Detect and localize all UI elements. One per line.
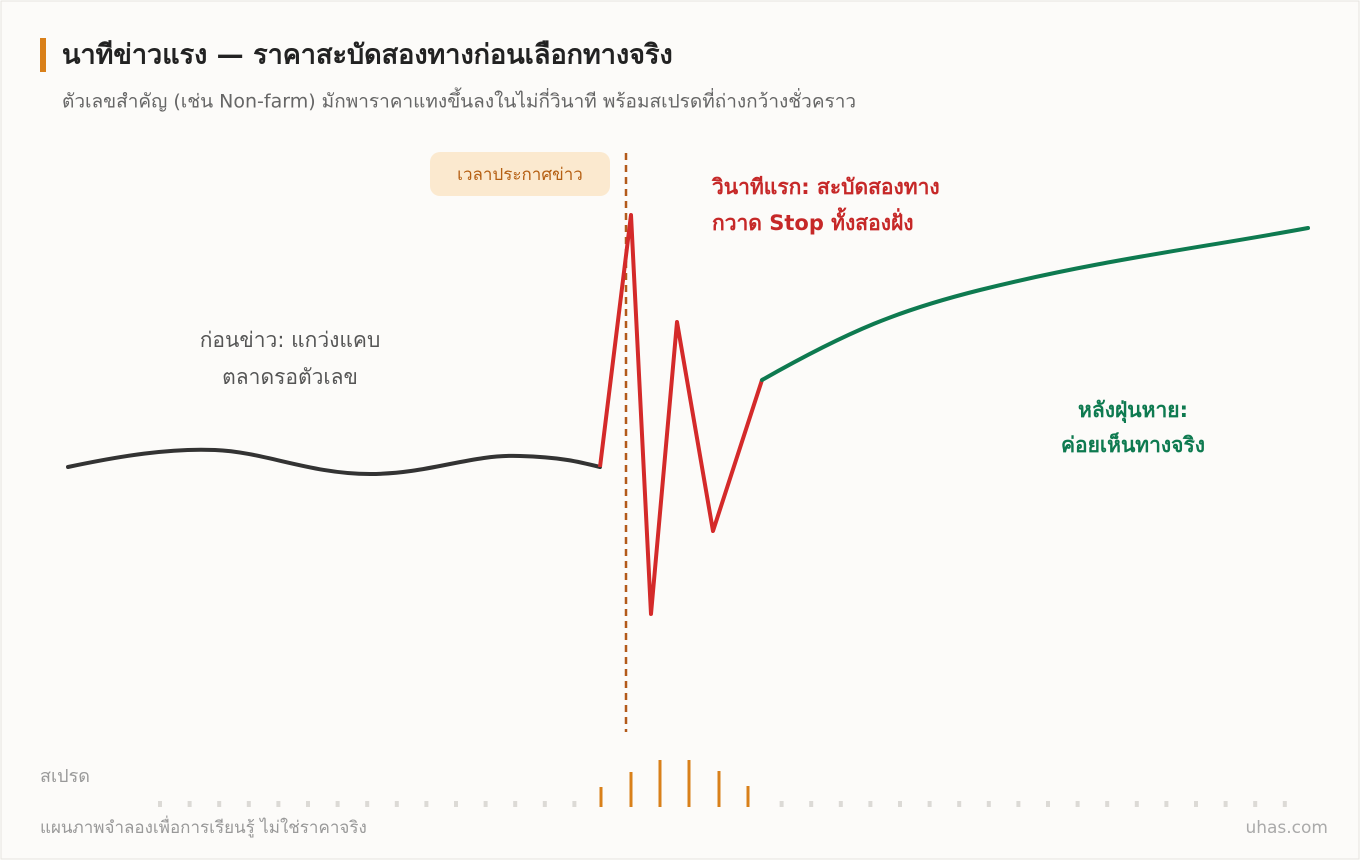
annotation-before: ตลาดรอตัวเลข: [222, 365, 358, 389]
subtitle: ตัวเลขสำคัญ (เช่น Non-farm) มักพาราคาแทง…: [62, 88, 856, 113]
annotation-after: ค่อยเห็นทางจริง: [1061, 431, 1205, 457]
annotation-before: ก่อนข่าว: แกว่งแคบ: [200, 328, 381, 352]
footer-note: แผนภาพจำลองเพื่อการเรียนรู้ ไม่ใช่ราคาจร…: [40, 815, 367, 838]
title: นาทีข่าวแรง — ราคาสะบัดสองทางก่อนเลือกทา…: [62, 40, 673, 71]
footer-brand: uhas.com: [1245, 818, 1328, 838]
annotation-after: หลังฝุ่นหาย:: [1078, 398, 1188, 424]
news-label: เวลาประกาศข่าว: [457, 165, 583, 185]
post-news-line: [760, 226, 1310, 382]
spike-line: [598, 213, 764, 616]
annotation-spike: วินาทีแรก: สะบัดสองทาง: [711, 175, 940, 199]
annotation-spike: กวาด Stop ทั้งสองฝั่ง: [712, 207, 914, 235]
title-accent: [40, 38, 46, 72]
news-badge: [430, 152, 610, 196]
pre-news-line: [66, 447, 602, 477]
spread-label: สเปรด: [40, 766, 90, 787]
spread-ticks: [158, 760, 1287, 807]
